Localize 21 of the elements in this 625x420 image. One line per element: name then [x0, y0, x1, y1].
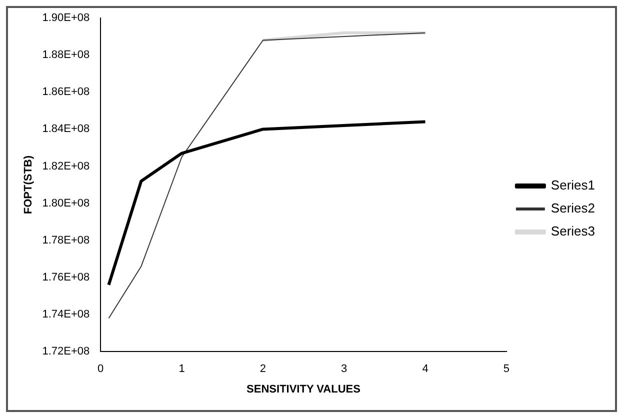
x-tick-label: 2	[260, 363, 266, 376]
y-tick-label: 1.74E+08	[42, 308, 90, 321]
y-tick-label: 1.80E+08	[42, 197, 90, 210]
y-tick-label: 1.82E+08	[42, 160, 90, 172]
y-tick-label: 1.78E+08	[42, 234, 90, 246]
x-tick-label: 5	[503, 363, 510, 376]
y-tick-label: 1.76E+08	[42, 272, 90, 284]
legend-label: Series1	[550, 178, 595, 193]
y-tick-label: 1.88E+08	[42, 49, 90, 62]
y-tick-label: 1.90E+08	[42, 12, 90, 24]
x-axis-title: SENSITIVITY VALUES	[246, 383, 360, 396]
x-tick-label: 1	[178, 363, 185, 376]
y-tick-label: 1.72E+08	[42, 346, 90, 358]
y-axis-title: FOPT(STB)	[22, 155, 35, 214]
legend-label: Series2	[550, 200, 595, 216]
y-tick-label: 1.84E+08	[42, 123, 90, 136]
y-tick-label: 1.86E+08	[42, 86, 90, 98]
x-tick-label: 3	[341, 363, 348, 376]
legend-label: Series3	[550, 224, 595, 239]
x-tick-label: 4	[422, 363, 428, 376]
x-tick-label: 0	[98, 363, 104, 376]
